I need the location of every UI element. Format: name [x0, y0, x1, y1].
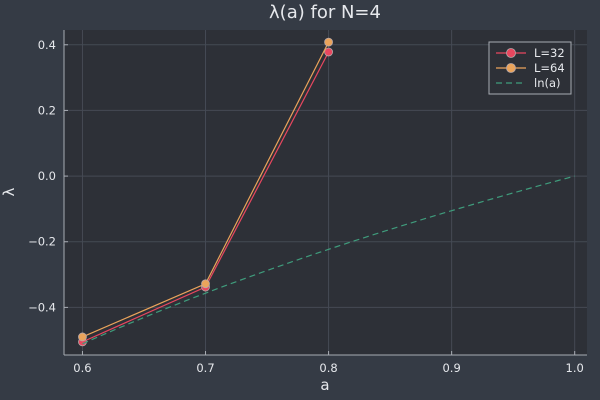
x-tick-label: 0.6: [73, 361, 91, 375]
axes: 0.6 0.7 0.8 0.9 1.0 −0.4 −0.2 0.0 0.2 0.4: [28, 30, 587, 375]
series-ln(a): [82, 175, 575, 345]
series-group: [78, 37, 575, 347]
y-tick-label: 0.4: [38, 38, 56, 52]
legend-label: L=64: [534, 61, 565, 75]
x-tick-label: 0.8: [319, 361, 337, 375]
data-point: [324, 37, 333, 47]
data-point: [201, 279, 210, 289]
data-point: [324, 47, 333, 57]
y-tick-label: −0.2: [28, 235, 56, 249]
x-tick-label: 0.9: [442, 361, 460, 375]
series-L=64: [78, 37, 333, 342]
chart-title: λ(a) for N=4: [269, 2, 381, 23]
y-tick-label: −0.4: [28, 300, 56, 314]
legend-label: ln(a): [534, 76, 561, 90]
series-line: [82, 175, 575, 345]
data-point: [78, 332, 87, 342]
y-axis-label: λ: [0, 187, 18, 196]
x-tick-label: 0.7: [196, 361, 214, 375]
x-tick-label: 1.0: [566, 361, 584, 375]
y-tick-label: 0.0: [38, 169, 56, 183]
x-axis-label: a: [320, 376, 329, 394]
legend-swatch-marker: [506, 63, 516, 73]
y-tick-label: 0.2: [38, 103, 56, 117]
legend-label: L=32: [534, 46, 565, 60]
legend-swatch-marker: [506, 48, 516, 58]
